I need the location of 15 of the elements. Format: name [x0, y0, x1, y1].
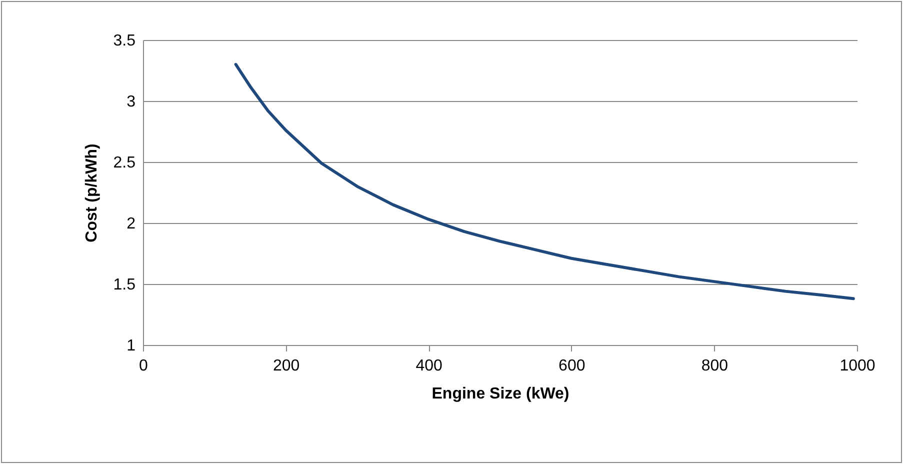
x-tick-label: 200: [272, 358, 300, 374]
x-tick-label: 800: [701, 358, 728, 374]
y-tick-label: 3.5: [113, 32, 136, 50]
x-tick-label: 400: [416, 358, 443, 374]
x-tick-label: 600: [558, 358, 586, 374]
y-tick-label: 1: [126, 338, 136, 354]
y-tick-label: 1.5: [113, 276, 136, 294]
x-tick-label: 1000: [840, 358, 876, 374]
x-axis-title: Engine Size (kWe): [432, 386, 570, 402]
line-series: [234, 62, 855, 300]
y-axis-title: Cost (p/kWh): [83, 144, 100, 242]
y-tick-label: 2.5: [113, 154, 136, 172]
y-tick-label: 3: [126, 94, 136, 110]
x-tick-label: 0: [139, 358, 148, 374]
y-tick-label: 2: [126, 216, 136, 232]
